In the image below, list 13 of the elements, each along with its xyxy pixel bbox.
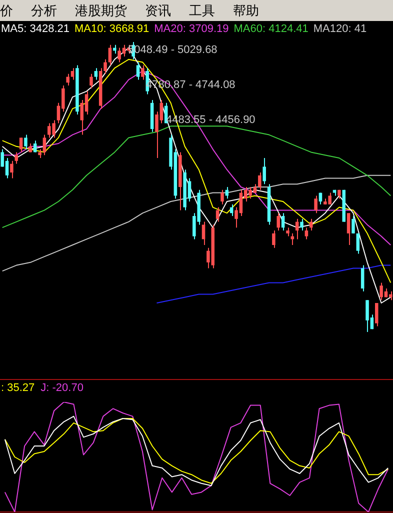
text: 资讯 — [145, 2, 171, 20]
text: MA60: 4124.41 — [234, 23, 308, 35]
text: 港股期货 — [75, 2, 127, 20]
text: 工具 — [189, 2, 215, 20]
series-label: J: -20.70 — [40, 382, 84, 394]
text: MA20: 3709.19 — [154, 23, 229, 35]
text: MA120: 41 — [313, 23, 367, 35]
text: : 35.27 — [1, 382, 35, 394]
text: 帮助 — [233, 2, 259, 20]
text: 价 — [0, 2, 13, 20]
text: MA5: 3428.21 — [1, 23, 70, 35]
text: 分析 — [31, 2, 57, 20]
text: MA10: 3668.91 — [74, 23, 150, 35]
